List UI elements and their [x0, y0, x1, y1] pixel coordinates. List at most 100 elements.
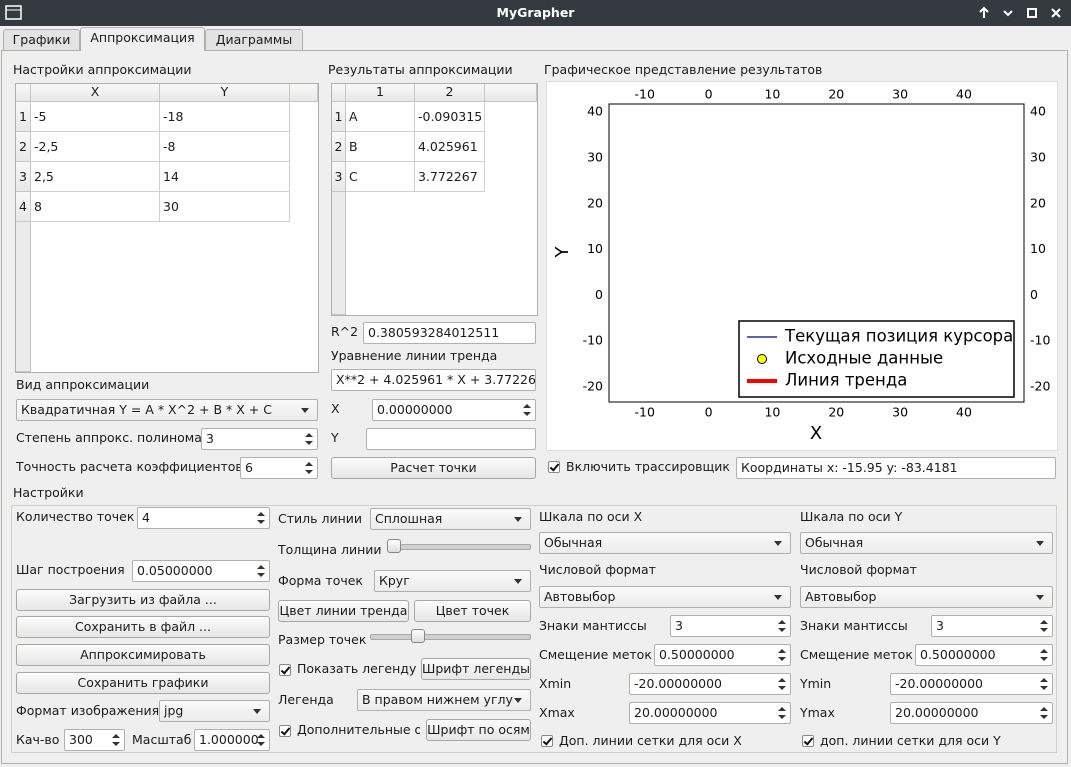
- results-table[interactable]: 1 2 1 2 3 A -0.090315 B 4.025961 C 3.772…: [331, 83, 538, 316]
- trend-color-button[interactable]: Цвет линии тренда: [278, 600, 409, 622]
- axes-font-button[interactable]: Шрифт по осям: [426, 719, 531, 741]
- y-tick-label-right: -10: [1030, 333, 1050, 348]
- coordinates-field[interactable]: Координаты x: -15.95 y: -83.4181: [736, 457, 1056, 479]
- extra-axes-checkbox[interactable]: [279, 725, 291, 737]
- tab[interactable]: Диаграммы: [205, 29, 303, 50]
- line-width-slider[interactable]: [387, 544, 531, 550]
- y-offset-spinbox[interactable]: 0.50000000: [915, 644, 1053, 666]
- header-filler: [290, 84, 318, 102]
- legend-position-combo[interactable]: В правом нижнем углу: [357, 689, 531, 711]
- table-cell[interactable]: 4.025961: [415, 132, 485, 162]
- calc-point-button[interactable]: Расчет точки: [331, 457, 536, 479]
- x-format-combo[interactable]: Автовыбор: [539, 586, 791, 608]
- tab[interactable]: Графики: [3, 29, 80, 50]
- label: Знаки мантиссы: [539, 618, 647, 633]
- table-cell[interactable]: -0.090315: [415, 102, 485, 132]
- y-grid-checkbox[interactable]: [802, 735, 814, 747]
- label: Количество точек: [16, 509, 135, 524]
- point-shape-combo[interactable]: Круг: [374, 570, 531, 592]
- table-cell[interactable]: -2,5: [31, 132, 160, 162]
- degree-spinbox[interactable]: 3: [201, 428, 318, 450]
- label: Показать легенду: [297, 661, 417, 676]
- save-charts-button[interactable]: Сохранить графики: [16, 672, 270, 694]
- precision-spinbox[interactable]: 6: [240, 457, 318, 479]
- data-table[interactable]: X Y 1 2 3 4 -5 -18 -2,5 -8 2,5 14 8 30: [15, 83, 319, 373]
- x-tick-label: 10: [764, 405, 780, 420]
- x-grid-checkbox[interactable]: [541, 735, 553, 747]
- ymin-spinbox[interactable]: -20.00000000: [890, 673, 1053, 695]
- table-cell[interactable]: C: [346, 162, 415, 192]
- x-offset-spinbox[interactable]: 0.50000000: [654, 644, 791, 666]
- label: Смещение меток: [800, 647, 913, 662]
- ymax-spinbox[interactable]: 20.00000000: [890, 702, 1053, 724]
- point-color-button[interactable]: Цвет точек: [414, 600, 531, 622]
- row-header: 3: [332, 162, 346, 192]
- table-corner: [332, 84, 346, 102]
- label: Дополнительные оси: [297, 722, 420, 737]
- y-tick-label: 10: [587, 241, 603, 256]
- table-cell[interactable]: 30: [160, 192, 290, 222]
- label: Размер точек: [278, 632, 367, 647]
- x-scale-combo[interactable]: Обычная: [539, 532, 791, 554]
- y-tick-label: -20: [583, 378, 603, 393]
- point-size-slider[interactable]: [370, 634, 531, 640]
- xmax-spinbox[interactable]: 20.00000000: [629, 702, 791, 724]
- label: Масштаб: [132, 732, 192, 747]
- section-title: Настройки аппроксимации: [13, 62, 192, 77]
- label: Шаг построения: [16, 562, 125, 577]
- maximize-button[interactable]: [1027, 8, 1037, 18]
- line-style-combo[interactable]: Сплошная: [370, 508, 531, 530]
- legend-swatch: [757, 354, 767, 364]
- equation-field[interactable]: X**2 + 4.025961 * X + 3.772267: [331, 369, 536, 391]
- approximate-button[interactable]: Аппроксимировать: [16, 644, 270, 666]
- label: R^2: [331, 324, 359, 339]
- slider-handle[interactable]: [411, 629, 425, 643]
- table-cell[interactable]: -5: [31, 102, 160, 132]
- table-cell[interactable]: 3.772267: [415, 162, 485, 192]
- step-spinbox[interactable]: 0.05000000: [132, 560, 270, 582]
- y-field[interactable]: [366, 428, 536, 450]
- approx-type-combo[interactable]: Квадратичная Y = A * X^2 + B * X + C: [16, 399, 318, 421]
- points-spinbox[interactable]: 4: [137, 507, 270, 529]
- y-tick-label-right: 20: [1030, 195, 1046, 210]
- y-scale-combo[interactable]: Обычная: [800, 532, 1053, 554]
- y-mantissa-spinbox[interactable]: 3: [931, 615, 1053, 637]
- x-tick-label-top: 20: [828, 87, 844, 102]
- section-title: Графическое представление результатов: [544, 62, 823, 77]
- save-button[interactable]: Сохранить в файл ...: [16, 616, 270, 638]
- label: Xmin: [539, 676, 572, 691]
- tab-active[interactable]: Аппроксимация: [80, 27, 205, 51]
- label: Легенда: [278, 692, 334, 707]
- quality-spinbox[interactable]: 300: [64, 729, 125, 751]
- y-tick-label-right: -20: [1030, 378, 1050, 393]
- slider-handle[interactable]: [387, 539, 401, 553]
- section-title: Настройки: [13, 485, 84, 500]
- x-mantissa-spinbox[interactable]: 3: [670, 615, 791, 637]
- scale-spinbox[interactable]: 1.000000: [194, 729, 270, 751]
- table-cell[interactable]: 8: [31, 192, 160, 222]
- keep-above-button[interactable]: [979, 6, 989, 18]
- load-button[interactable]: Загрузить из файла ...: [16, 589, 270, 611]
- table-cell[interactable]: -8: [160, 132, 290, 162]
- label: Доп. линии сетки для оси X: [559, 733, 742, 748]
- table-cell[interactable]: 14: [160, 162, 290, 192]
- x-spinbox[interactable]: 0.00000000: [372, 399, 536, 421]
- x-axis-title: X: [810, 423, 822, 444]
- close-button[interactable]: [1051, 8, 1061, 18]
- y-format-combo[interactable]: Автовыбор: [800, 586, 1053, 608]
- legend-font-button[interactable]: Шрифт легенды: [421, 658, 531, 680]
- table-cell[interactable]: B: [346, 132, 415, 162]
- x-tick-label-top: -10: [635, 87, 655, 102]
- image-format-combo[interactable]: jpg: [159, 700, 270, 722]
- table-cell[interactable]: -18: [160, 102, 290, 132]
- trace-checkbox[interactable]: [548, 461, 560, 473]
- minimize-button[interactable]: [1003, 10, 1013, 17]
- window-title: MyGrapher: [496, 5, 575, 20]
- table-cell[interactable]: A: [346, 102, 415, 132]
- show-legend-checkbox[interactable]: [279, 664, 291, 676]
- r2-field[interactable]: 0.380593284012511: [363, 322, 536, 344]
- xmin-spinbox[interactable]: -20.00000000: [629, 673, 791, 695]
- table-cell[interactable]: 2,5: [31, 162, 160, 192]
- legend-box: [738, 320, 1015, 398]
- y-axis-title: Y: [552, 246, 573, 259]
